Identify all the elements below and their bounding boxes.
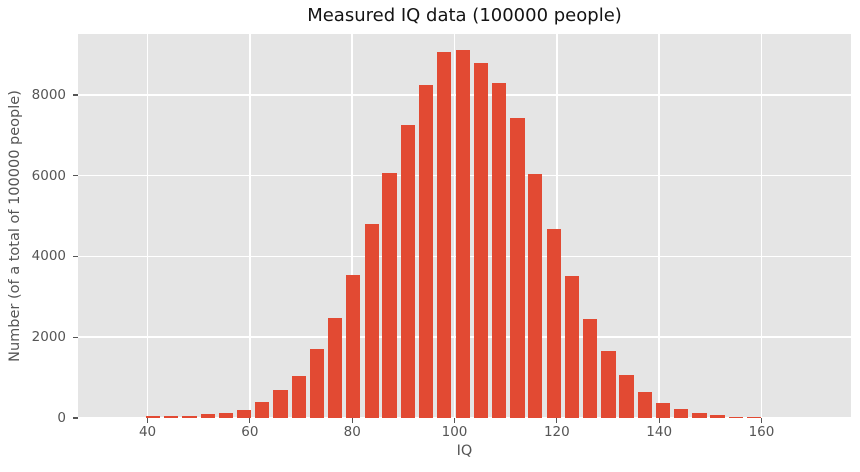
histogram-bar xyxy=(291,376,307,418)
histogram-bar xyxy=(346,274,361,418)
y-tick-mark-2000 xyxy=(72,336,78,338)
histogram-bar xyxy=(182,416,197,418)
histogram-bar xyxy=(455,50,470,418)
x-tick-mark-60 xyxy=(249,418,251,423)
histogram-bar xyxy=(146,415,161,418)
y-tick-label-8000: 8000 xyxy=(31,86,66,103)
histogram-bar xyxy=(255,402,270,418)
histogram-bar xyxy=(510,117,525,418)
x-tick-label-100: 100 xyxy=(441,424,468,440)
x-tick-mark-40 xyxy=(146,418,149,423)
histogram-bar xyxy=(710,415,725,418)
x-tick-mark-160 xyxy=(760,418,763,423)
x-tick-label-40: 40 xyxy=(138,424,157,440)
y-tick-label-6000: 6000 xyxy=(31,167,66,184)
gridline-x-40 xyxy=(146,34,149,418)
gridline-x-80 xyxy=(351,34,353,418)
plot-area xyxy=(78,34,851,419)
histogram-bar xyxy=(200,414,216,418)
x-tick-mark-100 xyxy=(453,418,456,423)
histogram-bar xyxy=(273,390,288,418)
gridline-y-0 xyxy=(78,417,851,419)
x-tick-label-80: 80 xyxy=(343,424,361,440)
histogram-bar xyxy=(164,416,179,418)
y-tick-mark-4000 xyxy=(72,255,78,258)
histogram-bar xyxy=(473,63,488,418)
y-axis-label: Number (of a total of 100000 people) xyxy=(7,90,23,362)
y-tick-label-2000: 2000 xyxy=(31,329,66,346)
x-axis-label: IQ xyxy=(456,443,473,459)
histogram-bar xyxy=(619,375,634,418)
histogram-bar xyxy=(582,319,598,418)
histogram-bar xyxy=(328,318,343,418)
y-tick-mark-8000 xyxy=(72,94,78,96)
histogram-bar xyxy=(728,416,743,418)
x-tick-label-160: 160 xyxy=(748,424,775,440)
histogram-bar xyxy=(382,173,397,418)
histogram-bar xyxy=(637,391,652,418)
x-tick-label-140: 140 xyxy=(646,424,673,440)
y-tick-label-4000: 4000 xyxy=(31,248,66,265)
histogram-bar xyxy=(400,125,416,418)
gridline-x-100 xyxy=(453,34,456,418)
histogram-bar xyxy=(237,410,252,418)
y-tick-mark-0 xyxy=(72,417,78,419)
histogram-bar xyxy=(218,412,233,418)
histogram-bar xyxy=(491,83,507,418)
chart-title: Measured IQ data (100000 people) xyxy=(307,5,622,26)
gridline-x-160 xyxy=(760,34,763,418)
gridline-x-120 xyxy=(556,34,558,418)
x-tick-mark-140 xyxy=(658,418,660,423)
x-tick-label-120: 120 xyxy=(543,424,570,440)
histogram-bar xyxy=(546,229,561,418)
histogram-bar xyxy=(674,408,689,418)
histogram-bar xyxy=(746,417,761,418)
y-tick-mark-6000 xyxy=(72,175,78,177)
histogram-bar xyxy=(601,350,616,418)
histogram-bar xyxy=(564,276,579,418)
histogram-bar xyxy=(309,348,324,418)
x-tick-mark-120 xyxy=(556,418,558,423)
x-tick-mark-80 xyxy=(351,418,353,423)
y-tick-label-0: 0 xyxy=(57,410,66,426)
histogram-bar xyxy=(364,223,379,418)
histogram-bar xyxy=(528,173,543,418)
gridline-x-140 xyxy=(658,34,660,418)
histogram-bar xyxy=(419,85,434,418)
histogram-bar xyxy=(437,51,452,418)
gridline-x-60 xyxy=(249,34,251,418)
histogram-bar xyxy=(655,403,670,418)
x-tick-label-60: 60 xyxy=(241,424,259,440)
histogram-bar xyxy=(692,412,707,418)
